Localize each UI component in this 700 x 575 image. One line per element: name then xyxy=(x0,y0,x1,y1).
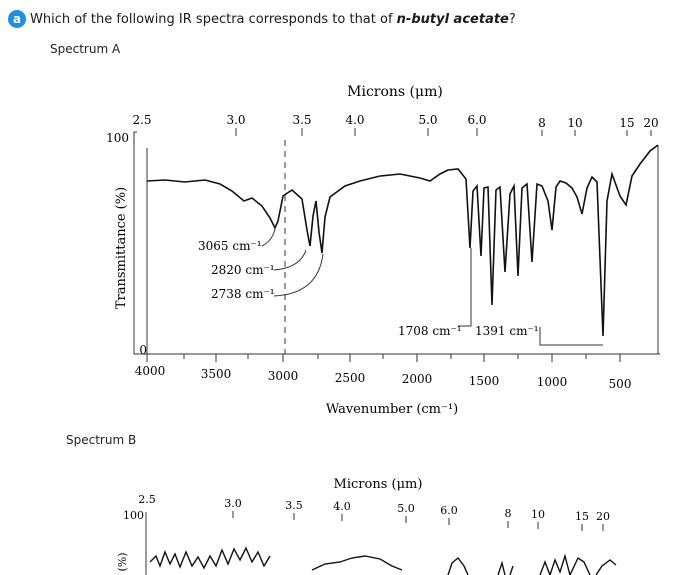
spectrum-a-annotation: 1708 cm⁻¹ xyxy=(398,324,462,338)
spectrum-b-micron-tick: 8 xyxy=(505,507,512,520)
spectrum-a-wavenumber-tick: 500 xyxy=(609,377,632,391)
spectrum-b-micron-tick: 20 xyxy=(596,510,610,523)
spectrum-a-wavenumber-tick: 1500 xyxy=(469,374,500,388)
spectrum-a-annotation: 1391 cm⁻¹ xyxy=(475,324,539,338)
spectrum-a-micron-tick: 8 xyxy=(538,116,546,130)
spectrum-a-axes xyxy=(133,132,660,355)
spectrum-b-trace xyxy=(149,546,271,570)
spectrum-a-y-top: 100 xyxy=(106,131,129,145)
question-text: Which of the following IR spectra corres… xyxy=(30,11,516,27)
spectrum-b-trace xyxy=(497,560,514,575)
spectrum-b-micron-tick: 6.0 xyxy=(440,504,458,517)
compound-name: n-butyl acetate xyxy=(396,11,509,27)
spectrum-a-micron-tick: 6.0 xyxy=(467,113,486,127)
spectrum-b-label: Spectrum B xyxy=(66,433,137,447)
spectrum-b: Microns (μm) 2.5 3.0 3.5 4.0 5.0 6.0 8 1… xyxy=(116,477,617,575)
spectrum-a-wavenumber-tick: 2500 xyxy=(335,371,366,385)
spectrum-a-y-bottom: 0 xyxy=(139,343,147,357)
spectrum-a-micron-tick: 15 xyxy=(619,116,634,130)
spectrum-a-micron-tick: 2.5 xyxy=(132,113,151,127)
spectrum-b-trace xyxy=(447,556,469,575)
spectrum-a-wavenumber-tick: 2000 xyxy=(402,372,433,386)
spectrum-a-trace xyxy=(146,144,659,337)
spectrum-a-annotation-leaders xyxy=(261,223,603,346)
spectrum-a-micron-tick: 4.0 xyxy=(345,113,364,127)
spectrum-b-y-title: (%) xyxy=(116,552,129,571)
spectrum-a-bottom-ticks xyxy=(146,354,621,362)
spectrum-a-wavenumber-tick: 4000 xyxy=(135,364,166,378)
spectrum-a-microns-title: Microns (μm) xyxy=(347,84,443,100)
spectrum-a-micron-tick: 10 xyxy=(567,116,582,130)
spectrum-a-top-ticks xyxy=(235,128,652,136)
spectrum-a-micron-tick: 5.0 xyxy=(418,113,437,127)
spectrum-b-micron-tick: 2.5 xyxy=(138,493,156,506)
question-header: a Which of the following IR spectra corr… xyxy=(8,10,516,28)
spectrum-b-micron-tick: 15 xyxy=(575,510,589,523)
spectrum-b-top-ticks xyxy=(232,511,604,531)
spectrum-a-wavenumber-tick: 1000 xyxy=(537,375,568,389)
spectrum-b-trace xyxy=(311,555,403,571)
spectrum-a-annotation: 3065 cm⁻¹ xyxy=(198,239,262,253)
spectrum-b-micron-tick: 5.0 xyxy=(397,502,415,515)
spectrum-b-micron-tick: 3.0 xyxy=(224,497,242,510)
spectrum-b-micron-tick: 4.0 xyxy=(333,500,351,513)
spectrum-a-micron-tick: 3.5 xyxy=(292,113,311,127)
spectrum-a: Microns (μm) 2.5 3.0 3.5 4.0 5.0 6.0 8 1… xyxy=(106,84,660,417)
spectrum-a-wavenumber-tick: 3500 xyxy=(201,367,232,381)
spectrum-a-annotation: 2738 cm⁻¹ xyxy=(211,287,275,301)
spectrum-a-micron-tick: 3.0 xyxy=(226,113,245,127)
spectrum-b-y-top: 100 xyxy=(123,509,144,522)
spectrum-a-label: Spectrum A xyxy=(50,42,121,56)
spectrum-a-micron-tick: 20 xyxy=(643,116,658,130)
spectrum-b-micron-tick: 3.5 xyxy=(285,499,303,512)
question-badge: a xyxy=(8,10,26,28)
spectrum-a-y-title: Transmittance (%) xyxy=(114,187,129,309)
spectrum-a-wavenumber-tick: 3000 xyxy=(268,369,299,383)
spectrum-b-microns-title: Microns (μm) xyxy=(334,477,423,492)
spectrum-b-micron-tick: 10 xyxy=(531,508,545,521)
spectrum-a-annotation: 2820 cm⁻¹ xyxy=(211,263,275,277)
spectrum-a-wavenumber-title: Wavenumber (cm⁻¹) xyxy=(326,402,458,417)
spectrum-b-trace xyxy=(539,553,617,575)
